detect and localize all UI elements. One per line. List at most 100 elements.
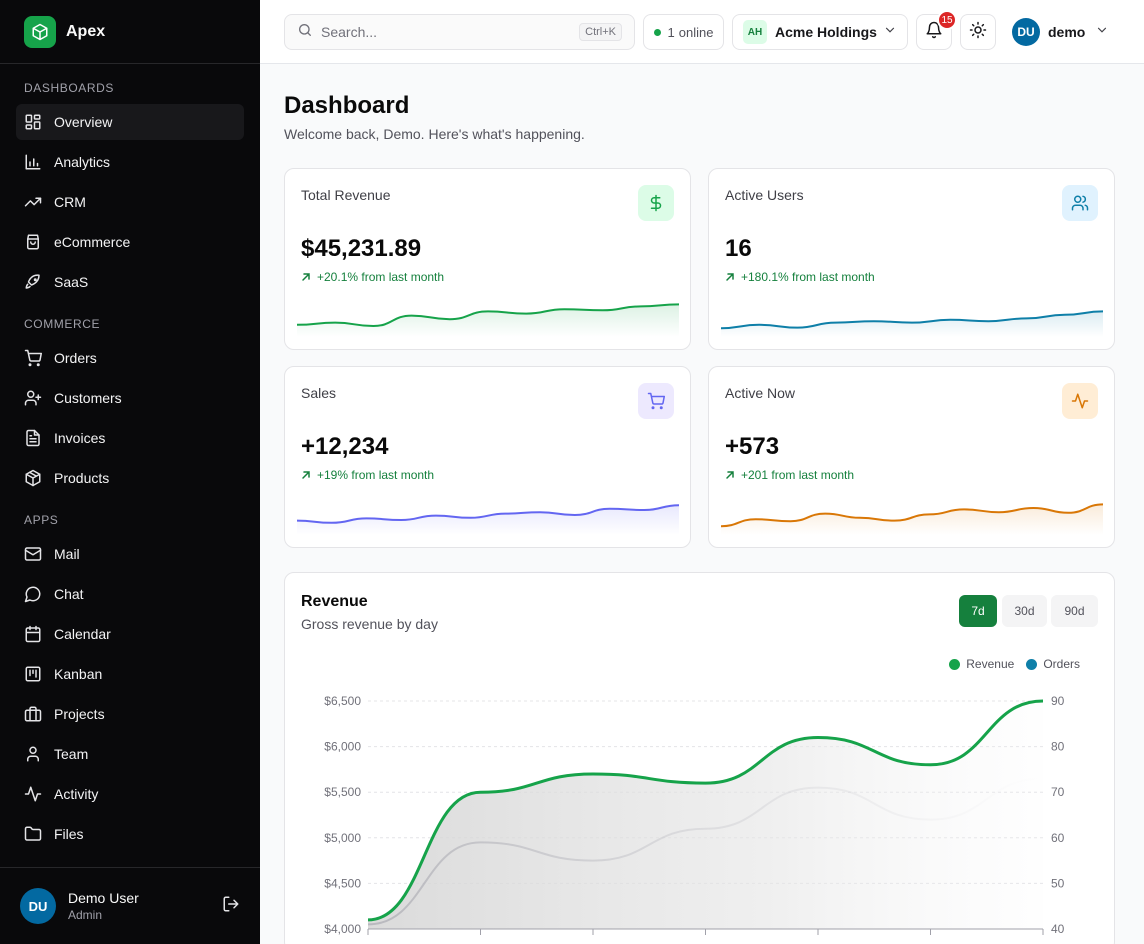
legend-item-revenue[interactable]: Revenue — [949, 657, 1014, 671]
users-icon — [1062, 185, 1098, 221]
stat-delta: +201 from last month — [725, 468, 854, 482]
sidebar-item-products[interactable]: Products — [16, 460, 244, 496]
profile-menu[interactable]: DU demo — [1012, 16, 1109, 48]
y-left-tick-label: $4,000 — [324, 922, 361, 936]
sidebar-item-label: SaaS — [54, 274, 89, 290]
y-right-tick-label: 90 — [1051, 694, 1065, 708]
revenue-title: Revenue — [301, 593, 368, 610]
stat-value: 16 — [725, 235, 752, 262]
avatar[interactable]: DU — [20, 888, 56, 924]
page-title: Dashboard — [284, 92, 410, 119]
sparkline-line — [297, 303, 679, 328]
sidebar-item-label: Files — [54, 826, 84, 842]
stat-delta-text: +19% from last month — [317, 468, 435, 482]
search-icon — [297, 22, 313, 43]
user-icon — [24, 745, 54, 763]
sidebar-item-label: Kanban — [54, 666, 103, 682]
arrow-up-right-icon — [726, 273, 734, 281]
y-right-tick-label: 40 — [1051, 922, 1065, 936]
sidebar-item-team[interactable]: Team — [16, 736, 244, 772]
sidebar-item-saas[interactable]: SaaS — [16, 264, 244, 300]
revenue-card: Revenue Gross revenue by day 7d 30d 90d … — [284, 572, 1115, 944]
sidebar-item-ecommerce[interactable]: eCommerce — [16, 224, 244, 260]
user-name: Demo User — [68, 890, 139, 906]
sidebar-item-chat[interactable]: Chat — [16, 576, 244, 612]
brand-name: Apex — [66, 22, 106, 40]
legend-dot — [949, 658, 961, 670]
sidebar-item-kanban[interactable]: Kanban — [16, 656, 244, 692]
stat-title: Sales — [301, 385, 337, 401]
revenue-chart: $6,500 90 $6,000 80 $5,500 70 $5,000 60 $4,500 50… — [324, 694, 1065, 936]
sparkline-area — [297, 505, 679, 535]
chevron-down-icon — [883, 23, 897, 42]
theme-toggle-button[interactable] — [960, 14, 996, 50]
sidebar-item-orders[interactable]: Orders — [16, 340, 244, 376]
legend-item-orders[interactable]: Orders — [1026, 657, 1080, 671]
sidebar-item-activity[interactable]: Activity — [16, 776, 244, 812]
stat-delta-text: +180.1% from last month — [741, 270, 875, 284]
avatar: DU — [1012, 18, 1040, 46]
online-count: 1 — [667, 24, 675, 40]
sidebar-item-mail[interactable]: Mail — [16, 536, 244, 572]
activity-icon — [1062, 383, 1098, 419]
revenue-line — [367, 699, 1044, 922]
range-7d-button[interactable]: 7d — [959, 595, 997, 627]
stat-delta: +19% from last month — [301, 468, 434, 482]
online-label: online — [678, 24, 714, 40]
sidebar-item-projects[interactable]: Projects — [16, 696, 244, 732]
revenue-subtitle: Gross revenue by day — [301, 616, 438, 632]
online-dot — [653, 28, 661, 36]
sidebar-item-label: Customers — [54, 390, 122, 406]
sidebar-item-crm[interactable]: CRM — [16, 184, 244, 220]
sidebar-item-label: Invoices — [54, 430, 106, 446]
org-badge: AH — [743, 20, 767, 44]
search-input[interactable] — [321, 24, 580, 40]
sidebar-item-calendar[interactable]: Calendar — [16, 616, 244, 652]
trending-up-icon — [24, 193, 54, 211]
orders-line — [367, 777, 1044, 926]
sidebar-item-analytics[interactable]: Analytics — [16, 144, 244, 180]
sidebar-item-label: Mail — [54, 546, 80, 562]
revenue-area — [368, 701, 1043, 929]
briefcase-icon — [24, 705, 54, 723]
logout-icon[interactable] — [222, 895, 240, 918]
y-left-tick-label: $5,500 — [324, 785, 361, 799]
sidebar-item-customers[interactable]: Customers — [16, 380, 244, 416]
sparkline-line — [721, 503, 1103, 528]
sidebar-item-invoices[interactable]: Invoices — [16, 420, 244, 456]
notifications-button[interactable]: 15 — [916, 10, 957, 50]
range-90d-button[interactable]: 90d — [1051, 595, 1098, 627]
nav-section-heading: COMMERCE — [24, 317, 101, 331]
sidebar-item-label: Analytics — [54, 154, 111, 170]
stat-card-total-revenue: Total Revenue $45,231.89 +20.1% from last … — [284, 168, 691, 350]
search-box[interactable]: Ctrl+K — [284, 14, 635, 50]
y-left-tick-label: $6,000 — [324, 740, 361, 754]
y-left-tick-label: $4,500 — [324, 876, 361, 890]
sparkline-line — [721, 310, 1103, 330]
rocket-icon — [24, 273, 54, 291]
stat-card-active-now: Active Now +573 +201 from last month — [708, 366, 1115, 548]
range-30d-button[interactable]: 30d — [1002, 595, 1047, 627]
sidebar-user: DU Demo User Admin — [0, 867, 260, 944]
user-role: Admin — [68, 908, 103, 922]
brand[interactable]: Apex — [0, 0, 260, 64]
sidebar-item-label: Orders — [54, 350, 97, 366]
org-switcher[interactable]: AH Acme Holdings — [732, 14, 908, 50]
stat-delta-text: +20.1% from last month — [317, 270, 445, 284]
sidebar-item-overview[interactable]: Overview — [16, 104, 244, 140]
stat-value: $45,231.89 — [301, 235, 422, 262]
stat-card-active-users: Active Users 16 +180.1% from last month — [708, 168, 1115, 350]
sidebar-nav: DASHBOARDS Overview Analytics CRM eCommerce S… — [0, 64, 260, 852]
calendar-icon — [24, 625, 54, 643]
sparkline-chart — [721, 310, 1103, 337]
legend-label: Revenue — [966, 657, 1015, 671]
sparkline-chart — [297, 504, 679, 535]
package-icon — [24, 469, 54, 487]
bar-chart-icon — [24, 153, 54, 171]
stat-delta: +180.1% from last month — [725, 270, 875, 284]
sidebar-item-files[interactable]: Files — [16, 816, 244, 852]
nav-section-heading: APPS — [24, 513, 59, 527]
sun-icon — [969, 21, 987, 44]
stat-value: +573 — [725, 433, 780, 460]
chevron-down-icon — [1095, 23, 1109, 42]
